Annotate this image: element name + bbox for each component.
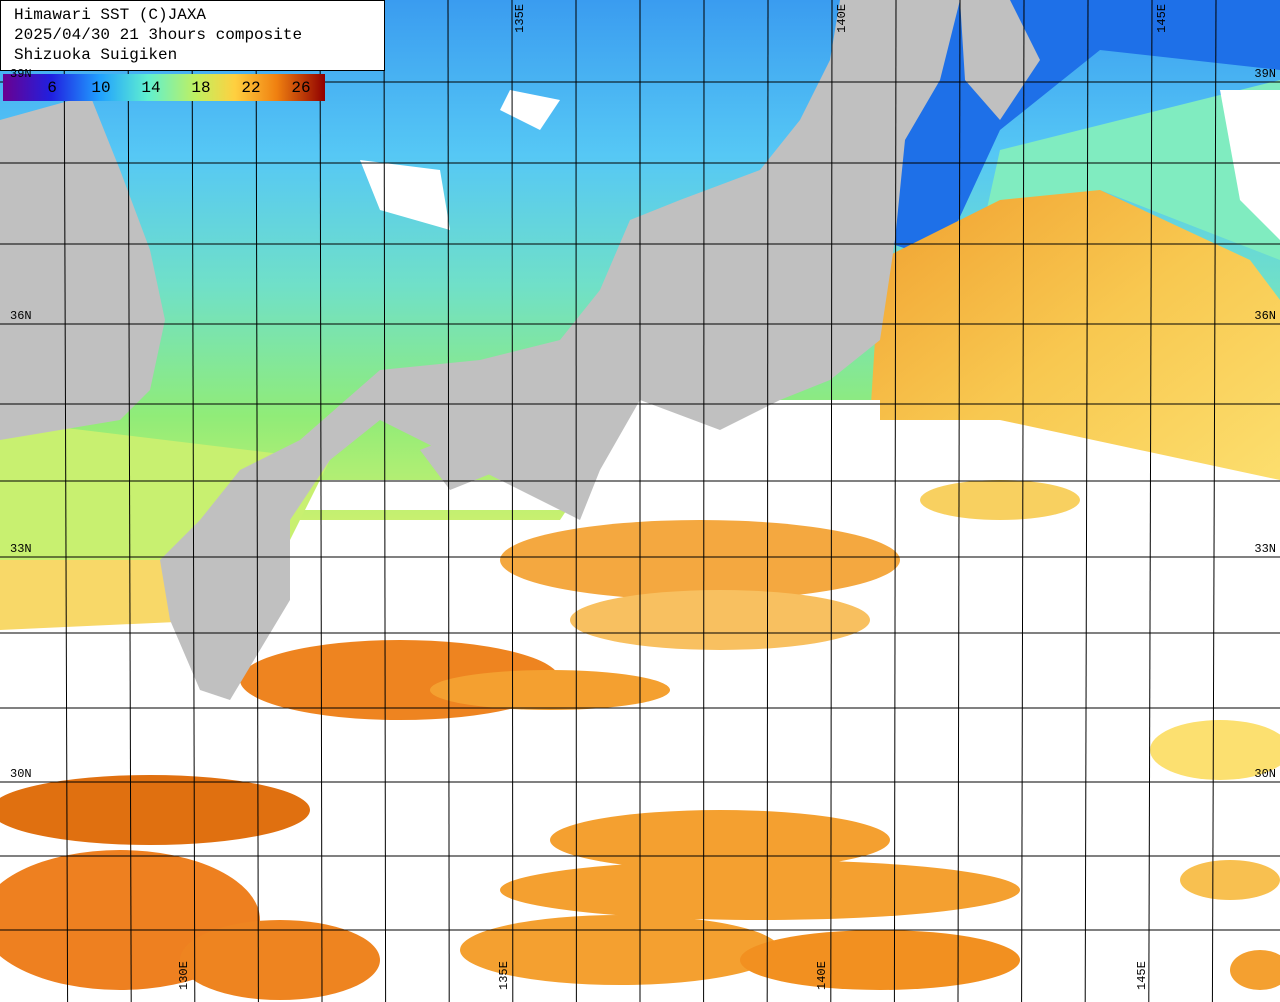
meridian: [447, 0, 450, 1002]
lon-label: 140E: [835, 4, 849, 33]
labels: 6 10 14 18 22 26 39N 36N 33N 30N 39N 36N 33N 30N 135E 1…: [10, 4, 1276, 990]
colorbar-tick: 26: [291, 79, 310, 97]
lon-label: 135E: [513, 4, 527, 33]
lon-label: 135E: [497, 961, 511, 990]
land: [0, 0, 1040, 700]
header-line: Shizuoka Suigiken: [14, 46, 177, 64]
meridian: [893, 0, 897, 1002]
lat-label: 36N: [1254, 309, 1276, 323]
meridian: [191, 0, 196, 1002]
meridian: [127, 0, 132, 1002]
colorbar-tick: 10: [91, 79, 110, 97]
lon-label: 145E: [1155, 4, 1169, 33]
header-line: Himawari SST (C)JAXA: [14, 6, 206, 24]
meridian: [1148, 0, 1153, 1002]
colorbar-tick: 14: [141, 79, 160, 97]
meridian: [766, 0, 769, 1002]
meridian: [1084, 0, 1089, 1002]
colorbar-tick: 18: [191, 79, 210, 97]
lat-label: 36N: [10, 309, 32, 323]
lat-label: 39N: [1254, 67, 1276, 81]
meridian: [1211, 0, 1217, 1002]
colorbar: [3, 74, 325, 101]
meridian: [63, 0, 69, 1002]
meridian: [830, 0, 833, 1002]
meridian: [383, 0, 387, 1002]
warm-patches: [0, 480, 1280, 1000]
lon-label: 140E: [815, 961, 829, 990]
lon-label: 130E: [177, 961, 191, 990]
lat-label: 33N: [1254, 542, 1276, 556]
header-box: Himawari SST (C)JAXA 2025/04/30 21 3hour…: [0, 0, 385, 71]
lon-label: 145E: [1135, 961, 1149, 990]
meridian: [255, 0, 259, 1002]
header-line: 2025/04/30 21 3hours composite: [14, 26, 302, 44]
lat-label: 33N: [10, 542, 32, 556]
meridian: [511, 0, 514, 1002]
lat-label: 30N: [10, 767, 32, 781]
colorbar-tick: 6: [47, 79, 57, 97]
meridian: [1021, 0, 1025, 1002]
meridian: [319, 0, 323, 1002]
lat-label: 30N: [1254, 767, 1276, 781]
lat-label: 39N: [10, 67, 32, 81]
colorbar-tick: 22: [241, 79, 260, 97]
meridian: [957, 0, 961, 1002]
